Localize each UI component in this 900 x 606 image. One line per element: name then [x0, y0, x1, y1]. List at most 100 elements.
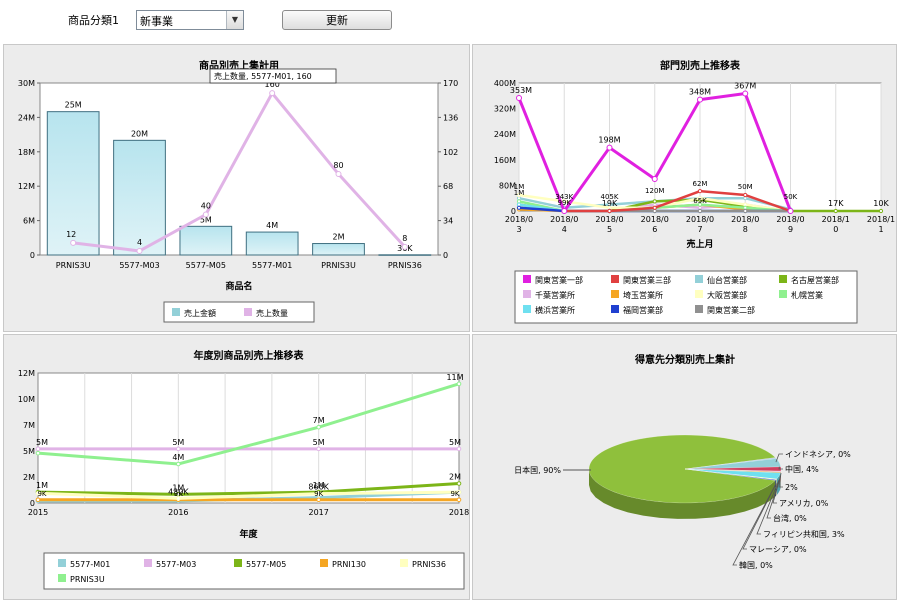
- legend-swatch: [244, 308, 252, 316]
- x-tick-label: 5: [607, 225, 612, 234]
- legend-swatch: [400, 559, 408, 567]
- line-point: [652, 205, 657, 210]
- line-point: [70, 239, 77, 246]
- legend-swatch: [695, 275, 703, 283]
- category-select-value: 新事業: [140, 15, 173, 28]
- bar: [378, 254, 432, 256]
- legend-label: 売上数量: [256, 308, 288, 318]
- department-sales-chart: 部門別売上推移表2018/032018/042018/052018/062018…: [494, 59, 895, 324]
- x-tick-label: 7: [697, 225, 702, 234]
- legend-label: 大阪営業部: [707, 290, 747, 300]
- point-label: 1M: [313, 481, 325, 490]
- point-label: 9K: [37, 490, 46, 498]
- x-tick-label: 2018/0: [550, 215, 578, 224]
- line-point: [35, 450, 41, 456]
- y-tick-label-left: 30M: [18, 79, 35, 88]
- line-point: [697, 96, 703, 103]
- point-label: 405K: [601, 193, 619, 201]
- legend-swatch: [523, 305, 531, 313]
- x-tick-label: 2017: [308, 508, 328, 517]
- legend-swatch: [58, 559, 66, 567]
- panel-product-sales: 商品別売上集計用 0 6M 12M 18M 24M 30M 0 34 68 102 136 170 25M…: [3, 44, 470, 332]
- pie-slice: [684, 458, 782, 470]
- slice-label: フィリピン共和国, 3%: [763, 530, 845, 539]
- legend-label: 関東営業二部: [707, 305, 755, 315]
- line-label: 40: [201, 202, 211, 211]
- line-point: [697, 208, 703, 214]
- legend-swatch: [611, 305, 619, 313]
- line-point: [516, 95, 522, 102]
- y-tick-label: 400M: [494, 79, 516, 88]
- bar-label: 2M: [333, 233, 345, 242]
- product-sales-chart: 商品別売上集計用06M12M18M24M30M0346810213617025M…: [18, 59, 458, 323]
- pie-slice: [684, 468, 781, 480]
- point-label: 62M: [693, 180, 708, 188]
- point-label: 11M: [446, 373, 463, 382]
- legend-label: 福岡営業部: [623, 305, 663, 315]
- x-tick-label: PRNIS36: [388, 261, 422, 270]
- line-point: [176, 496, 181, 501]
- line-point: [743, 192, 748, 198]
- x-tick-label: 0: [833, 225, 838, 234]
- x-tick-label: 5577-M01: [252, 261, 292, 270]
- y-tick-label-right: 170: [443, 79, 458, 88]
- y-tick-label-left: 12M: [18, 182, 35, 191]
- legend-label: 関東営業三部: [623, 275, 671, 285]
- legend-swatch: [144, 559, 152, 567]
- slice-label: 日本国, 90%: [514, 465, 561, 475]
- line-point: [269, 90, 276, 97]
- series-line: [37, 382, 460, 466]
- legend-box: [514, 270, 858, 324]
- legend-label: PRNIS36: [412, 560, 446, 569]
- legend-swatch: [611, 275, 619, 283]
- point-label: 99K: [558, 199, 572, 207]
- line-point: [607, 208, 612, 214]
- line-point: [561, 208, 568, 214]
- y-tick-label-left: 0: [30, 251, 35, 260]
- x-tick-label: 5577-M05: [186, 261, 226, 270]
- line-point: [743, 208, 748, 214]
- legend-swatch: [611, 290, 619, 298]
- y-tick-label-left: 24M: [18, 113, 35, 122]
- x-tick-label: 2018/0: [505, 215, 533, 224]
- legend-label: PRNI130: [332, 560, 366, 569]
- update-button[interactable]: 更新: [282, 10, 392, 30]
- legend-label: 名古屋営業部: [791, 275, 839, 285]
- x-tick-label: 5577-M03: [119, 261, 159, 270]
- legend-label: 横浜営業所: [535, 305, 575, 315]
- pie-slice: [684, 468, 781, 474]
- line-point: [176, 461, 181, 467]
- leader-line: [778, 466, 783, 470]
- bar: [46, 111, 100, 256]
- point-label: 367M: [734, 82, 756, 91]
- legend-box: [43, 552, 465, 590]
- legend-swatch: [779, 275, 787, 283]
- point-label: 353M: [510, 86, 532, 95]
- chart-title: 部門別売上推移表: [660, 59, 741, 72]
- series-line: [72, 90, 406, 253]
- legend-label: 千葉営業所: [535, 290, 575, 300]
- y-tick-label-right: 34: [443, 217, 453, 226]
- pie-slice: [684, 468, 782, 473]
- x-tick-label: 2018/0: [595, 215, 623, 224]
- legend-swatch: [58, 574, 66, 582]
- bar: [113, 139, 166, 256]
- point-label: 348M: [689, 88, 711, 97]
- chevron-down-icon[interactable]: ▼: [226, 11, 243, 29]
- legend-label: PRNIS3U: [70, 575, 105, 584]
- legend-swatch: [695, 290, 703, 298]
- point-label: 860K: [308, 483, 329, 492]
- x-tick-label: 9: [788, 225, 793, 234]
- line-point: [697, 189, 703, 194]
- bar-label: 20M: [131, 129, 148, 138]
- line-point: [697, 196, 703, 201]
- category-select[interactable]: 新事業 ▼: [136, 10, 244, 30]
- legend-label: 5577-M05: [246, 560, 286, 569]
- line-point: [136, 247, 143, 254]
- y-tick-label: 240M: [494, 130, 516, 139]
- leader-line: [732, 483, 777, 566]
- pie-slice: [684, 468, 777, 481]
- point-label: 1M: [172, 483, 184, 492]
